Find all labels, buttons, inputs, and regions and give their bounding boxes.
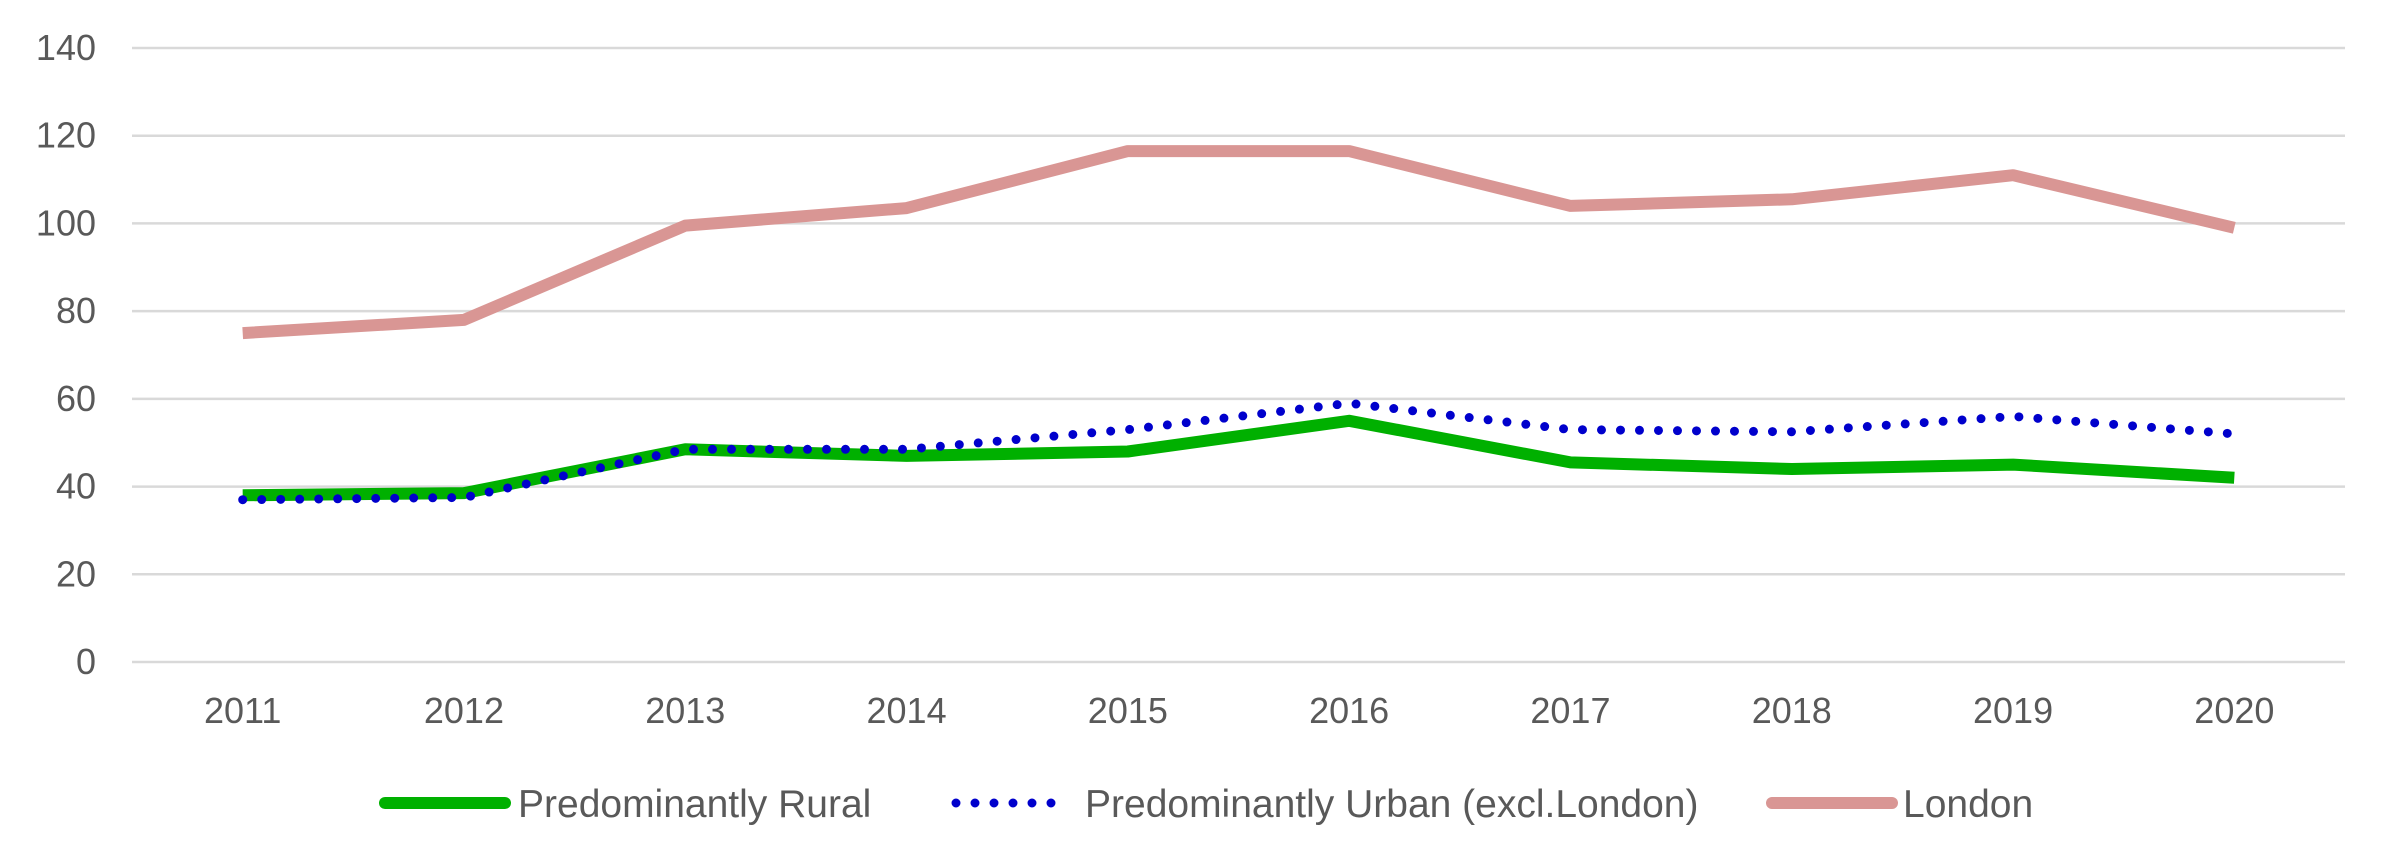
- x-tick-label: 2015: [1088, 690, 1168, 731]
- legend: Predominantly Rural Predominantly Urban (…: [379, 783, 2033, 826]
- x-tick-label: 2011: [204, 690, 281, 731]
- series-line-2: [242, 145, 2236, 340]
- legend-label: London: [1903, 783, 2033, 826]
- gridlines: [132, 46, 2345, 664]
- series-line-0: [242, 414, 2235, 502]
- x-tick-label: 2013: [645, 690, 725, 731]
- legend-label: Predominantly Rural: [518, 783, 871, 826]
- legend-item: Predominantly Rural: [379, 783, 871, 826]
- series-line-1: [238, 398, 2239, 505]
- legend-item: London: [1766, 783, 2033, 826]
- legend-label: Predominantly Urban (excl.London): [1085, 783, 1699, 826]
- x-axis-tick-labels: 2011 2012 2013 2014 2015 2016 2017 2018 2019 2020: [204, 690, 2274, 731]
- y-tick-label: 120: [36, 115, 96, 156]
- x-tick-label: 2020: [2194, 690, 2274, 731]
- legend-item: Predominantly Urban (excl.London): [951, 783, 1699, 826]
- series-lines: [238, 145, 2239, 505]
- x-tick-label: 2018: [1752, 690, 1832, 731]
- x-tick-label: 2014: [867, 690, 947, 731]
- x-tick-label: 2017: [1530, 690, 1610, 731]
- y-tick-label: 20: [56, 553, 96, 594]
- y-tick-label: 40: [56, 466, 96, 507]
- y-tick-label: 60: [56, 378, 96, 419]
- y-tick-label: 100: [36, 202, 96, 243]
- x-tick-label: 2012: [424, 690, 504, 731]
- y-tick-label: 80: [56, 290, 96, 331]
- x-tick-label: 2016: [1309, 690, 1389, 731]
- y-tick-label: 140: [36, 27, 96, 68]
- x-tick-label: 2019: [1973, 690, 2053, 731]
- y-axis-tick-labels: 0 20 40 60 80 100 120 140: [36, 27, 96, 682]
- y-tick-label: 0: [76, 641, 96, 682]
